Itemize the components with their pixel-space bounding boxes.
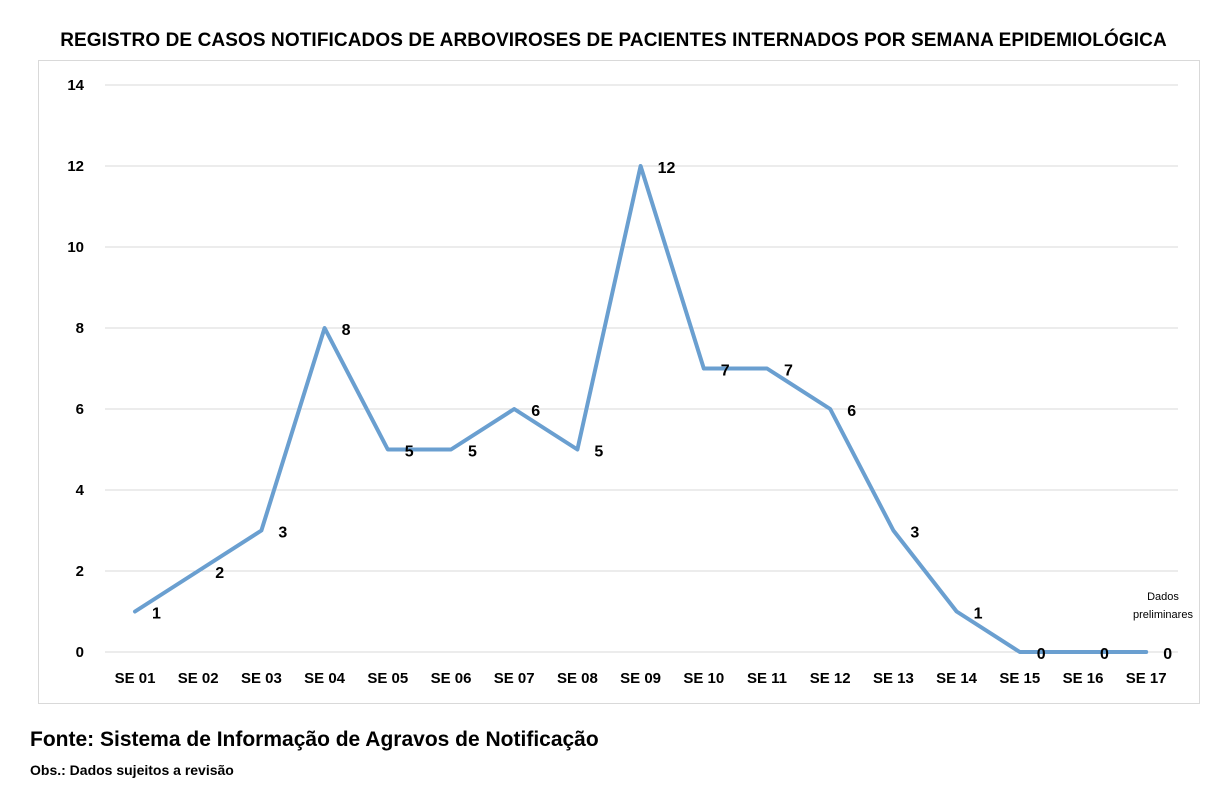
y-tick-label: 6 bbox=[76, 401, 84, 418]
y-tick-label: 0 bbox=[76, 644, 84, 661]
y-tick-label: 8 bbox=[76, 320, 84, 337]
data-label: 0 bbox=[1037, 646, 1046, 663]
y-tick-label: 2 bbox=[76, 563, 84, 580]
data-label: 5 bbox=[405, 444, 414, 461]
x-tick-label: SE 14 bbox=[936, 670, 978, 687]
y-tick-label: 14 bbox=[67, 77, 84, 94]
series-polyline bbox=[133, 164, 1149, 654]
x-tick-label: SE 12 bbox=[810, 670, 851, 687]
data-label: 5 bbox=[594, 444, 603, 461]
data-label: 1 bbox=[974, 606, 983, 623]
x-tick-label: SE 01 bbox=[115, 670, 156, 687]
x-tick-label: SE 15 bbox=[999, 670, 1040, 687]
data-label: 6 bbox=[531, 403, 540, 420]
data-label: 5 bbox=[468, 444, 477, 461]
x-tick-label: SE 09 bbox=[620, 670, 661, 687]
x-tick-label: SE 13 bbox=[873, 670, 914, 687]
x-tick-label: SE 02 bbox=[178, 670, 219, 687]
x-tick-label: SE 06 bbox=[431, 670, 472, 687]
data-label: 7 bbox=[721, 363, 730, 380]
gridlines bbox=[105, 84, 1178, 653]
x-tick-label: SE 16 bbox=[1063, 670, 1104, 687]
note-line: preliminares bbox=[1133, 609, 1193, 621]
y-axis-ticks: 0 2 4 6 8 10 12 14 bbox=[67, 77, 84, 661]
y-tick-label: 10 bbox=[67, 239, 84, 256]
x-tick-label: SE 03 bbox=[241, 670, 282, 687]
obs-note: Obs.: Dados sujeitos a revisão bbox=[30, 762, 234, 778]
x-tick-label: SE 05 bbox=[367, 670, 408, 687]
y-tick-label: 12 bbox=[67, 158, 84, 175]
x-tick-label: SE 11 bbox=[747, 670, 787, 687]
source-note: Fonte: Sistema de Informação de Agravos … bbox=[30, 728, 599, 751]
x-tick-label: SE 17 bbox=[1126, 670, 1167, 687]
series-line bbox=[133, 164, 1149, 654]
y-tick-label: 4 bbox=[76, 482, 85, 499]
data-label: 3 bbox=[278, 525, 287, 542]
preliminary-note: Dados preliminares bbox=[1133, 591, 1193, 621]
x-tick-label: SE 07 bbox=[494, 670, 535, 687]
data-label: 7 bbox=[784, 363, 793, 380]
data-label: 3 bbox=[910, 525, 919, 542]
data-label: 8 bbox=[342, 322, 351, 339]
chart-title: REGISTRO DE CASOS NOTIFICADOS DE ARBOVIR… bbox=[60, 30, 1167, 51]
data-label: 6 bbox=[847, 403, 856, 420]
data-label: 1 bbox=[152, 606, 161, 623]
x-axis-ticks: SE 01 SE 02 SE 03 SE 04 SE 05 SE 06 SE 07 SE 08… bbox=[115, 670, 1167, 687]
data-label: 0 bbox=[1100, 646, 1109, 663]
x-tick-label: SE 08 bbox=[557, 670, 598, 687]
x-tick-label: SE 04 bbox=[304, 670, 346, 687]
note-line: Dados bbox=[1147, 591, 1179, 603]
data-label: 0 bbox=[1163, 646, 1172, 663]
chart-area bbox=[38, 60, 1200, 704]
data-label: 12 bbox=[658, 160, 676, 177]
x-tick-label: SE 10 bbox=[683, 670, 724, 687]
data-label: 2 bbox=[215, 565, 224, 582]
